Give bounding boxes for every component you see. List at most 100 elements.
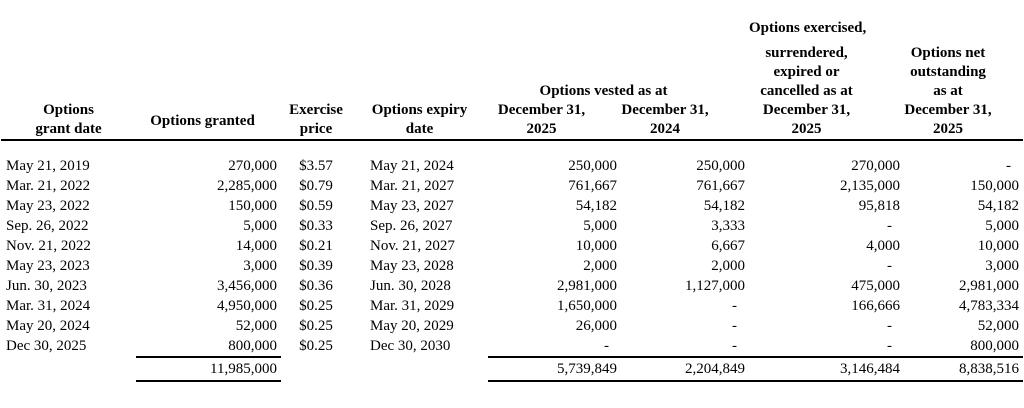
cell-vested-2025: 2,981,000 (557, 278, 617, 294)
cell-expiry: Nov. 21, 2027 (370, 238, 455, 254)
cell-vested-2025-total: 5,739,849 (557, 361, 617, 377)
header-expiry-date: Options expiry date (371, 102, 468, 137)
cell-net: 4,783,334 (959, 298, 1019, 314)
cell-price (281, 358, 351, 380)
cell-vested-2025: 26,000 (575, 318, 617, 334)
cell-net: 3,000 (985, 258, 1019, 274)
cell-grant-date: May 21, 2019 (6, 158, 90, 174)
cell-vested-2024: - (732, 318, 737, 334)
table-row: May 23, 2023 3,000 $0.39 May 23, 2028 2,000 2… (1, 256, 1023, 276)
cell-grant-date: May 23, 2023 (6, 258, 90, 274)
cell-exercised: - (887, 258, 892, 274)
rule-above-totals (1, 356, 1023, 358)
cell-price: $0.25 (299, 338, 333, 354)
cell-granted: 4,950,000 (217, 298, 277, 314)
cell-expiry (351, 358, 488, 380)
table-row: Mar. 21, 2022 2,285,000 $0.79 Mar. 21, 2027… (1, 176, 1023, 196)
cell-vested-2025: 761,667 (568, 178, 617, 194)
cell-net: 52,000 (977, 318, 1019, 334)
header-net-outstanding: Options net outstanding as at December 3… (904, 45, 992, 137)
header-vested-group-label: Options vested as at (539, 83, 668, 99)
cell-grant-date: Mar. 21, 2022 (6, 178, 91, 194)
cell-vested-2025: - (604, 338, 609, 354)
rule-granted-segment (136, 380, 281, 382)
cell-exercised: - (887, 218, 892, 234)
cell-price: $3.57 (299, 158, 333, 174)
cell-price: $0.79 (299, 178, 333, 194)
rule-right-segment (488, 380, 1023, 382)
cell-grant-date: Mar. 31, 2024 (6, 298, 91, 314)
cell-expiry: May 20, 2029 (370, 318, 454, 334)
cell-exercised: - (887, 318, 892, 334)
cell-net: - (1006, 158, 1011, 174)
cell-grant-date: May 23, 2022 (6, 198, 90, 214)
header-exercised: Options exercised, surrendered, expired … (749, 20, 867, 137)
cell-price: $0.33 (299, 218, 333, 234)
table-row: May 21, 2019 270,000 $3.57 May 21, 2024 250,… (1, 156, 1023, 176)
cell-exercised: 270,000 (851, 158, 900, 174)
header-exercise-price: Exercise price (289, 102, 343, 137)
cell-net: 150,000 (970, 178, 1019, 194)
cell-grant-date: Nov. 21, 2022 (6, 238, 91, 254)
cell-grant-date: Sep. 26, 2022 (6, 218, 89, 234)
cell-vested-2025: 1,650,000 (557, 298, 617, 314)
cell-granted: 52,000 (235, 318, 277, 334)
table-row: May 23, 2022 150,000 $0.59 May 23, 2027 54,1… (1, 196, 1023, 216)
cell-vested-2024: - (732, 298, 737, 314)
cell-price: $0.21 (299, 238, 333, 254)
cell-expiry: May 23, 2028 (370, 258, 454, 274)
cell-granted: 270,000 (228, 158, 277, 174)
rule-below-totals (1, 380, 1023, 382)
table-row: Nov. 21, 2022 14,000 $0.21 Nov. 21, 2027 10,… (1, 236, 1023, 256)
cell-expiry: May 23, 2027 (370, 198, 454, 214)
cell-expiry: Jun. 30, 2028 (370, 278, 451, 294)
cell-vested-2025: 10,000 (575, 238, 617, 254)
header-vested-2024: December 31, 2024 (621, 102, 709, 137)
table-row: Jun. 30, 2023 3,456,000 $0.36 Jun. 30, 2028… (1, 276, 1023, 296)
cell-vested-2024: 761,667 (696, 178, 745, 194)
table-row: Sep. 26, 2022 5,000 $0.33 Sep. 26, 2027 5,00… (1, 216, 1023, 236)
cell-granted: 2,285,000 (217, 178, 277, 194)
cell-net: 10,000 (977, 238, 1019, 254)
cell-price: $0.36 (299, 278, 333, 294)
cell-granted-total: 11,985,000 (210, 361, 277, 377)
cell-exercised: 4,000 (866, 238, 900, 254)
cell-net: 2,981,000 (959, 278, 1019, 294)
table-body: May 21, 2019 270,000 $3.57 May 21, 2024 250,… (1, 156, 1023, 356)
rule-right-segment (488, 356, 1023, 358)
cell-granted: 800,000 (228, 338, 277, 354)
cell-net: 5,000 (985, 218, 1019, 234)
table-row: May 20, 2024 52,000 $0.25 May 20, 2029 26,00… (1, 316, 1023, 336)
cell-granted: 3,456,000 (217, 278, 277, 294)
cell-vested-2025: 250,000 (568, 158, 617, 174)
cell-price: $0.25 (299, 318, 333, 334)
cell-grant-date (1, 358, 136, 380)
cell-vested-2024: 6,667 (711, 238, 745, 254)
cell-exercised: 475,000 (851, 278, 900, 294)
table-row: Dec 30, 2025 800,000 $0.25 Dec 30, 2030 - - - 8… (1, 336, 1023, 356)
totals-row: 11,985,000 5,739,849 2,204,849 3,146,484… (1, 358, 1023, 380)
cell-price: $0.25 (299, 298, 333, 314)
cell-net: 800,000 (970, 338, 1019, 354)
rule-granted-segment (136, 356, 281, 358)
cell-exercised-total: 3,146,484 (840, 361, 900, 377)
cell-grant-date: Jun. 30, 2023 (6, 278, 87, 294)
cell-vested-2024: 54,182 (703, 198, 745, 214)
cell-granted: 150,000 (228, 198, 277, 214)
cell-vested-2025: 5,000 (583, 218, 617, 234)
cell-vested-2024-total: 2,204,849 (685, 361, 745, 377)
cell-expiry: May 21, 2024 (370, 158, 454, 174)
cell-grant-date: Dec 30, 2025 (6, 338, 87, 354)
cell-vested-2025: 54,182 (575, 198, 617, 214)
cell-vested-2024: 2,000 (711, 258, 745, 274)
table-header: Options grant date Options granted Exerc… (1, 0, 1023, 141)
cell-granted: 5,000 (243, 218, 277, 234)
cell-vested-2025: 2,000 (583, 258, 617, 274)
cell-vested-2024: 250,000 (696, 158, 745, 174)
cell-expiry: Mar. 31, 2029 (370, 298, 455, 314)
cell-vested-2024: - (732, 338, 737, 354)
header-grant-date: Options grant date (35, 102, 102, 137)
table-row: Mar. 31, 2024 4,950,000 $0.25 Mar. 31, 2029… (1, 296, 1023, 316)
cell-granted: 14,000 (235, 238, 277, 254)
